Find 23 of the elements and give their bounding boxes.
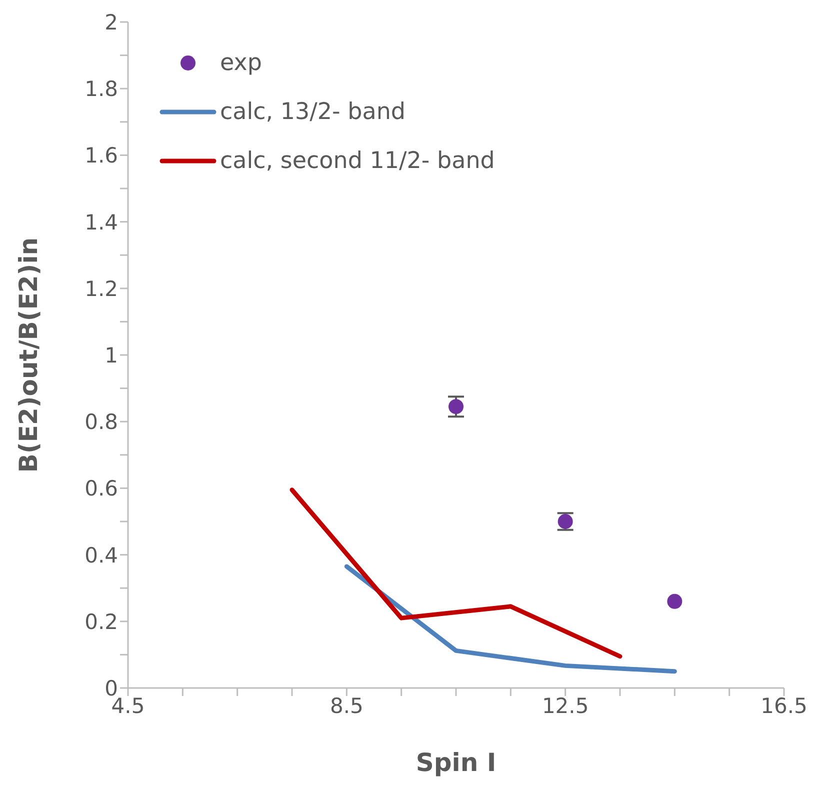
point (667, 594, 682, 609)
line-series (344, 564, 677, 674)
legend-label: calc, 13/2- band (220, 98, 406, 124)
y-tick-label: 1.4 (84, 210, 118, 234)
y-tick-label: 1.8 (84, 77, 118, 102)
x-tick-label: 8.5 (330, 694, 364, 718)
x-tick-label: 16.5 (760, 694, 808, 718)
y-tick-label: 1.6 (84, 144, 118, 168)
point (448, 399, 464, 414)
legend-label: exp (220, 50, 262, 76)
y-tick-label: 1.2 (84, 276, 118, 301)
y-tick-label: 0.6 (84, 476, 118, 501)
x-tick-label: 12.5 (542, 694, 589, 718)
x-axis-title: Spin I (416, 748, 496, 777)
legend-label: calc, second 11/2- band (220, 148, 495, 174)
y-tick-label: 0.4 (84, 543, 118, 568)
line-series (290, 488, 622, 659)
y-tick-label: 0.8 (84, 410, 118, 434)
y-tick-label: 0 (104, 676, 118, 700)
y-tick-label: 2 (104, 10, 118, 34)
y-axis-title: B(E2)out/B(E2)in (14, 237, 43, 473)
y-tick-label: 0.2 (84, 610, 118, 634)
y-tick-label: 1 (104, 343, 118, 368)
